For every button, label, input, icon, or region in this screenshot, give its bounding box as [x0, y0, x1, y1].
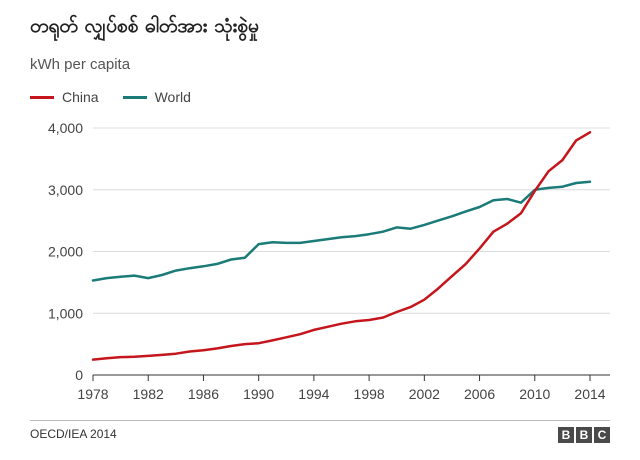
x-tick-label: 1998 [354, 386, 385, 402]
legend-swatch-world [122, 95, 147, 99]
legend-item-china: China [30, 89, 99, 105]
series-line-china [91, 131, 592, 361]
series-line-world [91, 180, 592, 282]
x-tick-label: 2002 [409, 386, 440, 402]
x-tick-label: 1990 [243, 386, 274, 402]
chart-subtitle: kWh per capita [30, 56, 131, 73]
y-tick-label: 2,000 [48, 244, 83, 260]
legend-label-world: World [154, 89, 191, 105]
x-tick-label: 2010 [519, 386, 550, 402]
source-note: OECD/IEA 2014 [30, 427, 117, 441]
bbc-logo: B B C [556, 427, 610, 443]
legend-item-world: World [122, 89, 191, 105]
logo-letter: B [558, 427, 574, 443]
y-tick-label: 4,000 [48, 120, 83, 136]
y-tick-label: 0 [75, 367, 83, 383]
y-tick-label: 3,000 [48, 182, 83, 198]
x-tick-label: 1978 [77, 386, 108, 402]
x-tick-label: 2014 [574, 386, 605, 402]
x-tick-label: 1986 [188, 386, 219, 402]
footer-divider [30, 420, 610, 421]
legend-label-china: China [62, 89, 99, 105]
x-tick-label: 2006 [464, 386, 495, 402]
y-tick-label: 1,000 [48, 305, 83, 321]
chart-title: တရုတ် လျှပ်စစ် ဓါတ်အား သုံးစွဲမှု [30, 15, 259, 37]
legend-swatch-china [30, 95, 54, 99]
logo-letter: B [576, 427, 592, 443]
x-tick-label: 1982 [133, 386, 164, 402]
x-tick-label: 1994 [298, 386, 329, 402]
legend: China World [30, 89, 215, 105]
logo-letter: C [594, 427, 610, 443]
